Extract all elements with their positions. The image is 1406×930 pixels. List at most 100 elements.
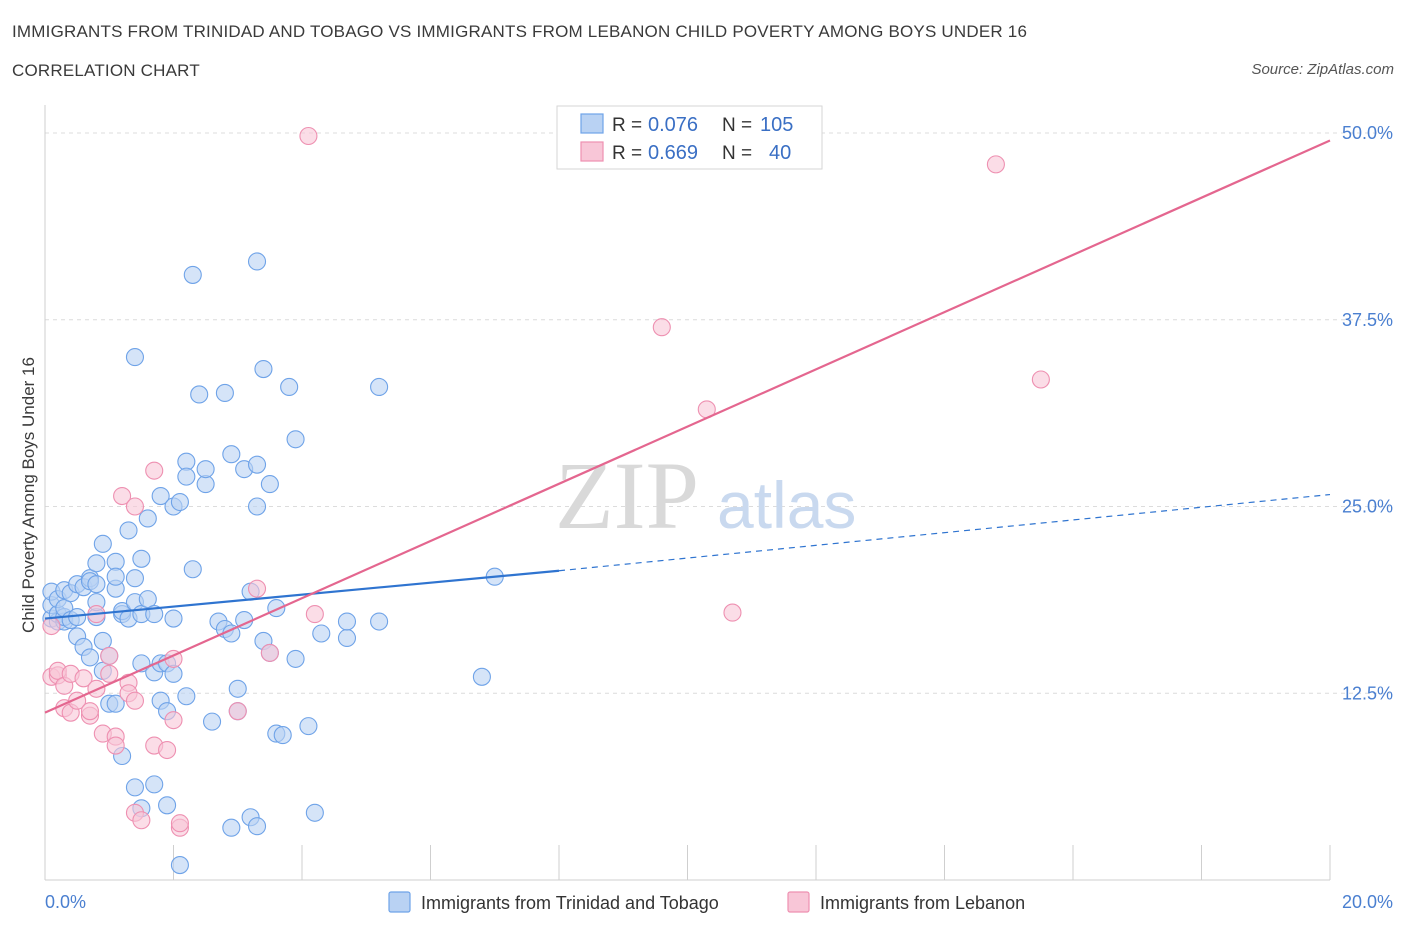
legend-swatch-lebanon <box>787 891 810 913</box>
lebanon-point <box>170 814 189 833</box>
trinidad-trend-extension <box>558 493 1331 572</box>
lebanon-point <box>125 691 144 710</box>
lebanon-point <box>132 811 151 830</box>
trinidad-point <box>305 803 324 822</box>
trinidad-point <box>125 569 144 588</box>
series-legend: Immigrants from Trinidad and Tobago Immi… <box>388 891 1025 913</box>
trinidad-point <box>222 818 241 837</box>
trinidad-point <box>119 521 138 540</box>
trinidad-point <box>125 778 144 797</box>
lebanon-point <box>228 702 247 721</box>
trinidad-point <box>125 348 144 367</box>
trinidad-point <box>93 534 112 553</box>
trinidad-point <box>196 460 215 479</box>
trinidad-point <box>151 486 170 506</box>
data-points <box>42 126 1050 875</box>
trinidad-point <box>145 775 164 794</box>
trinidad-point <box>472 667 491 686</box>
y-tick-label: 25.0% <box>1342 497 1393 517</box>
trinidad-point <box>190 385 209 404</box>
legend-n-value-1: 105 <box>760 114 793 136</box>
lebanon-point <box>100 646 119 665</box>
trinidad-point <box>280 377 299 397</box>
lebanon-point <box>80 702 100 721</box>
legend-label-lebanon: Immigrants from Lebanon <box>820 893 1025 913</box>
trinidad-point <box>87 575 106 594</box>
x-tick-labels: 0.0% 20.0% <box>45 892 1393 912</box>
legend-label-trinidad: Immigrants from Trinidad and Tobago <box>421 893 719 913</box>
trinidad-point <box>138 509 157 528</box>
trinidad-point <box>312 624 331 643</box>
x-tick-label: 0.0% <box>45 892 86 912</box>
trinidad-point <box>170 492 189 512</box>
trinidad-point <box>370 612 389 631</box>
legend-r-label-2: R = <box>612 143 642 164</box>
trinidad-point <box>177 687 196 706</box>
legend-r-value-1: 0.076 <box>648 114 698 136</box>
correlation-legend: R = 0.076 N = 105 R = 0.669 N = 40 <box>556 105 823 170</box>
trinidad-point <box>222 445 241 464</box>
trinidad-point <box>164 609 183 628</box>
legend-n-label-2: N = <box>722 143 752 164</box>
trinidad-point <box>370 377 389 397</box>
legend-n-value-2: 40 <box>769 142 791 164</box>
chart-title: IMMIGRANTS FROM TRINIDAD AND TOBAGO VS I… <box>12 22 1028 41</box>
trinidad-point <box>158 796 177 815</box>
lebanon-point <box>164 711 183 730</box>
x-tick-label: 20.0% <box>1342 892 1393 912</box>
lebanon-point <box>106 736 125 755</box>
trinidad-point <box>286 430 305 449</box>
lebanon-point <box>260 643 279 662</box>
lebanon-trend-line <box>44 139 1331 714</box>
trinidad-point <box>215 383 234 403</box>
legend-r-label-1: R = <box>612 115 642 136</box>
lebanon-point <box>145 461 164 480</box>
trinidad-point <box>247 455 267 474</box>
lebanon-point <box>125 497 144 516</box>
chart-subtitle: CORRELATION CHART <box>12 61 200 80</box>
y-tick-labels: 12.5% 25.0% 37.5% 50.0% <box>1342 123 1393 703</box>
trinidad-point <box>260 475 279 494</box>
trinidad-point <box>247 817 267 836</box>
trinidad-point <box>203 712 222 731</box>
lebanon-point <box>158 740 177 760</box>
trinidad-point <box>80 648 100 667</box>
trinidad-trend-line <box>44 569 560 620</box>
lebanon-point <box>986 155 1005 174</box>
trinidad-point <box>177 467 196 486</box>
trinidad-point <box>273 726 292 745</box>
trinidad-point <box>254 360 273 379</box>
legend-r-value-2: 0.669 <box>648 142 698 164</box>
trend-lines <box>44 139 1331 714</box>
trinidad-point <box>106 694 125 713</box>
legend-swatch-blue <box>580 113 604 134</box>
legend-swatch-pink <box>580 141 604 162</box>
lebanon-point <box>100 664 119 683</box>
lebanon-point <box>723 603 742 622</box>
legend-swatch-trinidad <box>388 891 411 913</box>
trinidad-point <box>106 567 125 586</box>
y-tick-label: 37.5% <box>1342 310 1393 330</box>
trinidad-point <box>286 649 305 668</box>
y-axis-label: Child Poverty Among Boys Under 16 <box>19 357 38 633</box>
watermark-zip: ZIP <box>555 442 699 549</box>
lebanon-point <box>305 605 324 624</box>
lebanon-point <box>299 126 318 146</box>
lebanon-point <box>74 669 93 688</box>
trinidad-point <box>183 265 202 284</box>
watermark-atlas: atlas <box>717 468 856 542</box>
trinidad-point <box>337 612 357 631</box>
y-tick-label: 12.5% <box>1342 683 1393 703</box>
trinidad-point <box>138 590 157 609</box>
trinidad-point <box>228 679 247 698</box>
trinidad-point <box>247 497 267 516</box>
trinidad-point <box>337 628 357 648</box>
legend-n-label-1: N = <box>722 115 752 136</box>
lebanon-point <box>1031 370 1050 389</box>
trinidad-point <box>132 549 151 568</box>
lebanon-point <box>652 318 671 337</box>
trinidad-point <box>247 252 267 271</box>
watermark: ZIP atlas <box>555 442 856 549</box>
source-credit: Source: ZipAtlas.com <box>1251 61 1394 78</box>
